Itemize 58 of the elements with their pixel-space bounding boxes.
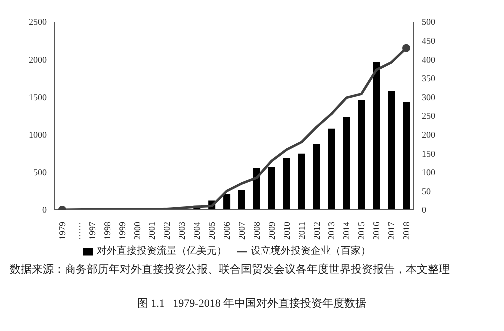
x-tick-label: 2000 — [132, 222, 142, 240]
source-note: 数据来源：商务部历年对外直接投资公报、联合国贸发会议各年度世界投资报告，本文整理 — [10, 262, 450, 277]
bar — [253, 168, 260, 210]
bar — [388, 90, 396, 210]
x-tick-label: 2010 — [282, 222, 292, 240]
bar — [313, 144, 320, 210]
x-tick-label: 1997 — [87, 222, 98, 240]
y2-tick-label: 450 — [422, 36, 436, 46]
x-tick-label: 2018 — [402, 222, 412, 240]
y2-tick-label: 400 — [422, 54, 436, 65]
bar — [343, 117, 350, 210]
x-tick-label: 2001 — [147, 222, 158, 240]
x-tick-label: 2008 — [252, 222, 262, 240]
x-tick-label: 2005 — [207, 222, 218, 240]
y2-tick-label: 150 — [422, 148, 436, 159]
y-tick-label: 2000 — [29, 54, 48, 65]
legend-label: 对外直接投资流量（亿美元） — [97, 246, 227, 257]
x-tick-label: 2009 — [266, 222, 277, 240]
y2-tick-label: 200 — [422, 130, 436, 140]
bar — [328, 128, 336, 210]
y-tick-label: 500 — [34, 168, 48, 178]
x-tick-label: 2011 — [296, 222, 307, 240]
y2-tick-label: 350 — [422, 74, 436, 84]
x-tick-label: 1979 — [57, 222, 68, 240]
x-tick-label: 2004 — [192, 222, 202, 240]
bar — [238, 190, 246, 210]
x-tick-label: 1998 — [102, 222, 112, 240]
x-tick-label: 2002 — [162, 222, 172, 240]
bar — [224, 194, 231, 210]
y2-tick-label: 500 — [422, 17, 436, 28]
bar — [283, 158, 290, 210]
y2-tick-label: 50 — [422, 186, 432, 196]
y-tick-label: 0 — [42, 205, 48, 216]
x-tick-label: 2013 — [326, 222, 337, 240]
y2-tick-label: 0 — [422, 205, 427, 216]
y2-tick-label: 100 — [422, 168, 436, 178]
y2-tick-label: 250 — [422, 111, 436, 122]
x-tick-label: …… — [72, 222, 82, 240]
x-tick-label: 2006 — [222, 222, 232, 240]
bar — [298, 154, 306, 210]
bar — [373, 62, 380, 210]
bar — [358, 100, 366, 210]
y-tick-label: 2500 — [29, 17, 48, 28]
x-tick-label: 2015 — [356, 222, 367, 240]
text: 图 1.1 1979-2018 年中国对外直接投资年度数据 — [136, 296, 368, 311]
y-tick-label: 1500 — [29, 92, 48, 102]
x-tick-label: 2003 — [177, 222, 188, 240]
x-tick-label: 2014 — [342, 222, 352, 240]
bar — [268, 168, 276, 210]
bar — [403, 102, 410, 210]
x-tick-label: 2017 — [386, 222, 397, 240]
x-tick-label: 2012 — [312, 222, 322, 240]
x-tick-label: 2016 — [372, 222, 382, 240]
legend-label: 设立境外投资企业（百家） — [251, 246, 371, 257]
x-tick-label: 1999 — [117, 222, 128, 240]
y-tick-label: 1000 — [29, 130, 48, 140]
y2-tick-label: 300 — [422, 92, 436, 102]
x-tick-label: 2007 — [236, 222, 247, 240]
